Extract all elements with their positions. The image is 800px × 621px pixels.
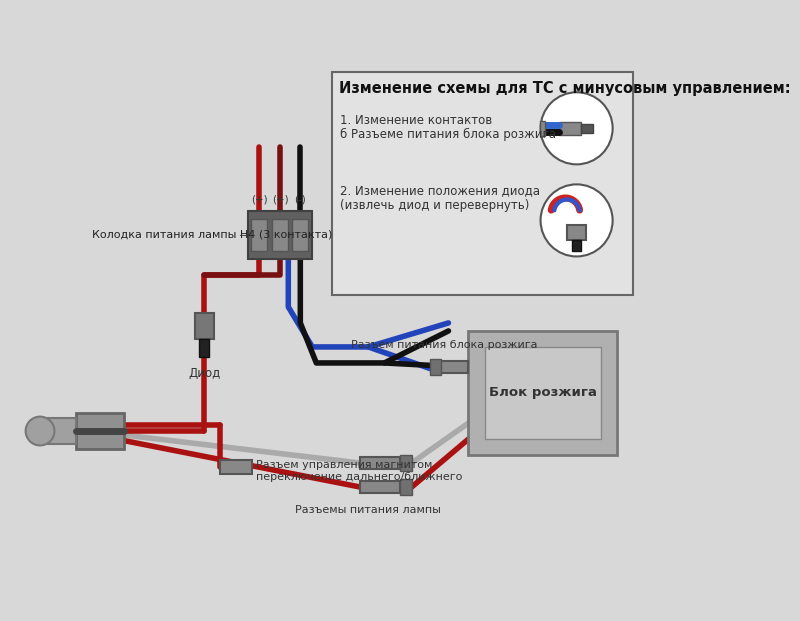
- Text: (-): (-): [294, 194, 306, 204]
- Text: переключение дальнего/ближнего: переключение дальнего/ближнего: [256, 472, 462, 482]
- Text: Диод: Диод: [188, 367, 220, 380]
- Bar: [567, 225, 586, 240]
- Text: (извлечь диод и перевернуть): (извлечь диод и перевернуть): [340, 199, 530, 212]
- Bar: [401, 455, 412, 471]
- Bar: [430, 359, 442, 375]
- Text: Разъем управления магнитом: Разъем управления магнитом: [256, 460, 433, 471]
- Bar: [272, 219, 288, 251]
- Bar: [360, 456, 401, 469]
- Text: (+): (+): [251, 194, 268, 204]
- Bar: [360, 481, 401, 494]
- Text: Колодка питания лампы Н4 (3 контакта): Колодка питания лампы Н4 (3 контакта): [92, 230, 333, 240]
- Text: (+): (+): [272, 194, 289, 204]
- Bar: [540, 121, 546, 135]
- Bar: [48, 418, 76, 444]
- Bar: [401, 479, 412, 495]
- Text: 1. Изменение контактов: 1. Изменение контактов: [340, 114, 493, 127]
- Circle shape: [541, 93, 613, 165]
- Bar: [559, 122, 582, 135]
- Bar: [441, 361, 469, 373]
- Bar: [248, 211, 312, 259]
- Circle shape: [541, 184, 613, 256]
- Text: б Разъеме питания блока розжига: б Разъеме питания блока розжига: [340, 128, 556, 141]
- Text: Разъем питания блока розжига: Разъем питания блока розжига: [351, 340, 538, 350]
- Bar: [572, 240, 582, 251]
- Bar: [194, 314, 214, 339]
- Circle shape: [26, 417, 54, 445]
- Bar: [199, 339, 209, 356]
- Text: Блок розжига: Блок розжига: [489, 386, 597, 399]
- Bar: [582, 124, 593, 133]
- Text: 2. Изменение положения диода: 2. Изменение положения диода: [340, 184, 540, 197]
- Bar: [220, 460, 252, 474]
- Bar: [469, 331, 617, 455]
- Text: Разъемы питания лампы: Разъемы питания лампы: [295, 504, 442, 515]
- Text: Изменение схемы для ТС с минусовым управлением:: Изменение схемы для ТС с минусовым управ…: [338, 81, 790, 96]
- Bar: [292, 219, 308, 251]
- Bar: [485, 347, 601, 439]
- Bar: [332, 72, 633, 295]
- Bar: [251, 219, 267, 251]
- Bar: [76, 414, 124, 448]
